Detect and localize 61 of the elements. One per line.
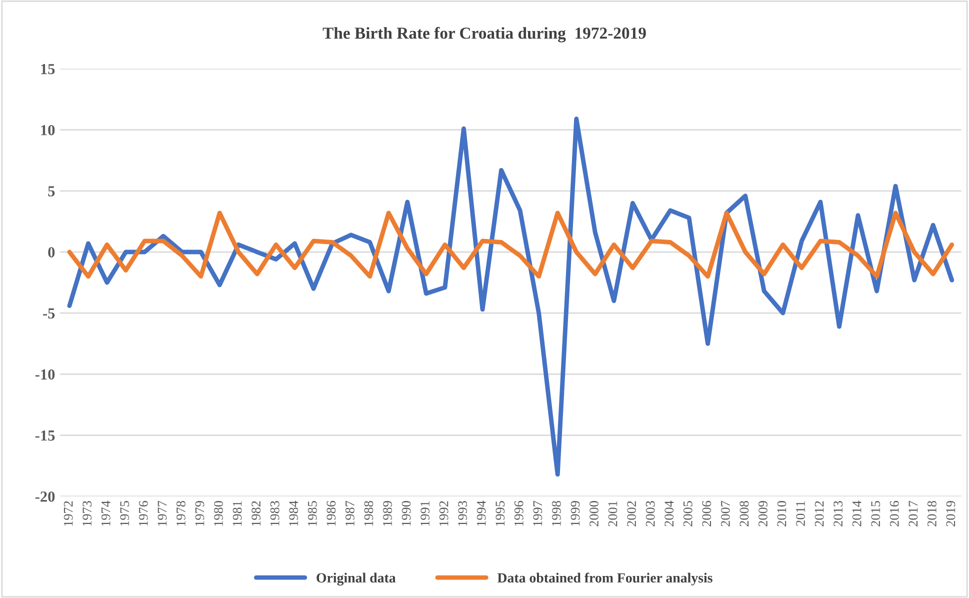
x-tick-label: 1976	[139, 500, 148, 526]
x-tick-label: 2012	[814, 501, 824, 526]
x-tick-label: 1998	[552, 501, 561, 526]
x-tick-label: 2018	[927, 501, 936, 526]
x-tick-label: 2011	[796, 501, 805, 526]
x-tick-label: 1984	[289, 500, 298, 526]
x-tick-label: 1981	[232, 501, 242, 526]
x-tick-label: 2003	[646, 501, 655, 526]
x-tick-label: 1973	[82, 501, 92, 526]
x-tick-label: 2008	[740, 501, 749, 526]
x-tick-label: 2001	[608, 501, 618, 526]
y-tick-label: 0	[48, 247, 55, 258]
x-tick-label: 1985	[308, 501, 317, 526]
x-tick-label: 1989	[383, 501, 392, 526]
x-tick-label: 1994	[476, 500, 486, 526]
y-tick-label: -20	[35, 491, 55, 502]
x-tick-label: 2004	[664, 500, 674, 526]
y-tick-label: -15	[35, 430, 55, 441]
x-tick-label: 1974	[101, 500, 110, 526]
x-tick-label: 2017	[908, 500, 918, 526]
y-tick-label: 10	[41, 124, 55, 136]
x-tick-label: 1983	[270, 501, 280, 526]
x-tick-label: 2002	[627, 501, 636, 526]
legend-label: Data obtained from Fourier analysis	[497, 572, 712, 586]
x-tick-label: 1988	[364, 501, 374, 526]
x-tick-label: 1987	[345, 500, 354, 526]
x-tick-label: 1982	[252, 501, 261, 526]
y-tick-label: -10	[35, 369, 55, 380]
x-tick-label: 2006	[702, 500, 712, 526]
x-tick-label: 2014	[852, 500, 862, 526]
x-tick-label: 1997	[533, 500, 542, 526]
y-tick-label: 5	[48, 186, 55, 196]
x-tick-label: 1990	[402, 501, 411, 526]
chart-title: The Birth Rate for Croatia during 1972-2019	[322, 26, 646, 42]
y-tick-label: 15	[41, 64, 55, 74]
x-tick-label: 2005	[683, 501, 692, 526]
x-tick-label: 1999	[570, 501, 580, 526]
x-tick-label: 1978	[176, 501, 186, 526]
y-tick-label: -5	[43, 308, 55, 319]
x-tick-label: 1992	[439, 501, 448, 526]
line-series	[67, 210, 954, 279]
legend-label: Original data	[316, 572, 396, 586]
x-tick-label: 2019	[946, 501, 956, 526]
x-tick-label: 1993	[458, 501, 468, 526]
x-tick-label: 1977	[158, 500, 167, 526]
x-tick-label: 2016	[890, 500, 899, 526]
x-tick-label: 1986	[326, 500, 336, 526]
x-tick-label: 1980	[214, 501, 223, 526]
x-tick-label: 2009	[758, 501, 768, 526]
x-tick-label: 2013	[834, 501, 843, 526]
x-tick-label: 1995	[496, 501, 505, 526]
x-tick-label: 2010	[777, 501, 786, 526]
x-tick-label: 2015	[871, 501, 880, 526]
line-series	[67, 116, 954, 477]
x-tick-label: 2007	[720, 500, 730, 526]
x-tick-label: 1975	[120, 501, 130, 526]
x-tick-label: 1991	[420, 501, 430, 526]
x-tick-label: 1996	[514, 500, 524, 526]
x-tick-label: 1972	[64, 501, 73, 526]
x-tick-label: 2000	[590, 501, 598, 526]
x-tick-label: 1979	[195, 501, 204, 526]
